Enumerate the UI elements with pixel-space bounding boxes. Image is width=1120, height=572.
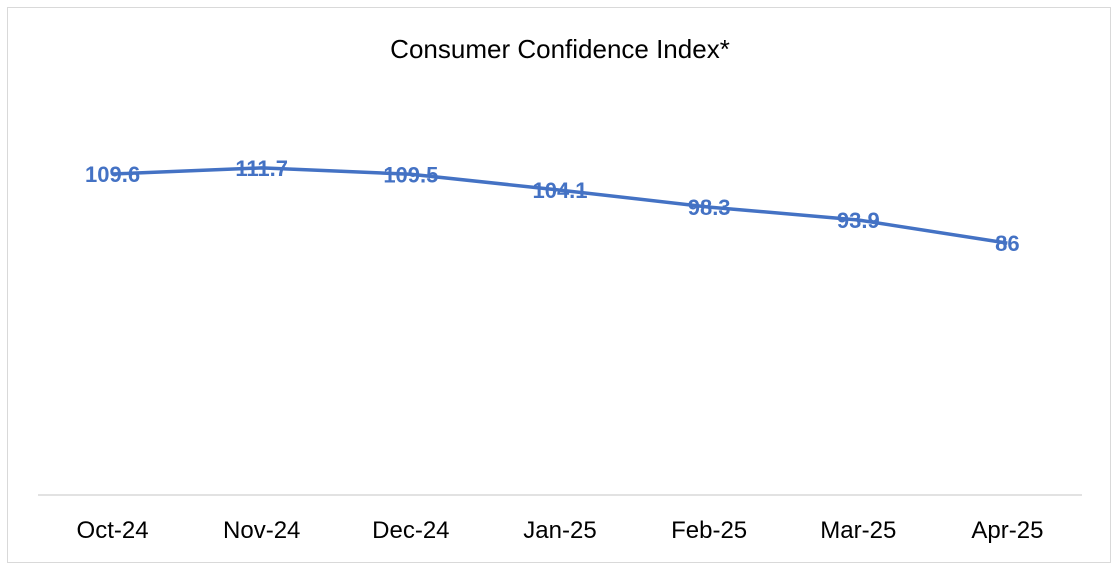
data-label: 98.3 (688, 195, 731, 220)
x-tick-label: Feb-25 (671, 517, 747, 544)
data-label: 109.5 (383, 162, 438, 187)
chart-frame (7, 7, 1111, 563)
chart-title: Consumer Confidence Index* (390, 34, 730, 64)
data-label: 111.7 (235, 156, 288, 181)
x-tick-label: Dec-24 (372, 517, 449, 544)
x-tick-label: Jan-25 (523, 517, 596, 544)
data-label: 86 (995, 231, 1019, 256)
x-tick-label: Apr-25 (971, 517, 1043, 544)
x-tick-label: Nov-24 (223, 517, 300, 544)
series-line (112, 166, 1008, 245)
x-tick-label: Mar-25 (820, 517, 896, 544)
data-label: 109.6 (85, 162, 140, 187)
data-label-layer: 109.6 111.7 109.5 104.1 98.3 93.9 86 (85, 156, 1020, 256)
data-label: 104.1 (532, 178, 587, 203)
x-tick-label-layer: Oct-24 Nov-24 Dec-24 Jan-25 Feb-25 Mar-25 Apr-… (77, 517, 1044, 544)
series-layer (112, 166, 1008, 245)
data-label: 93.9 (837, 208, 880, 233)
x-tick-label: Oct-24 (77, 517, 149, 544)
